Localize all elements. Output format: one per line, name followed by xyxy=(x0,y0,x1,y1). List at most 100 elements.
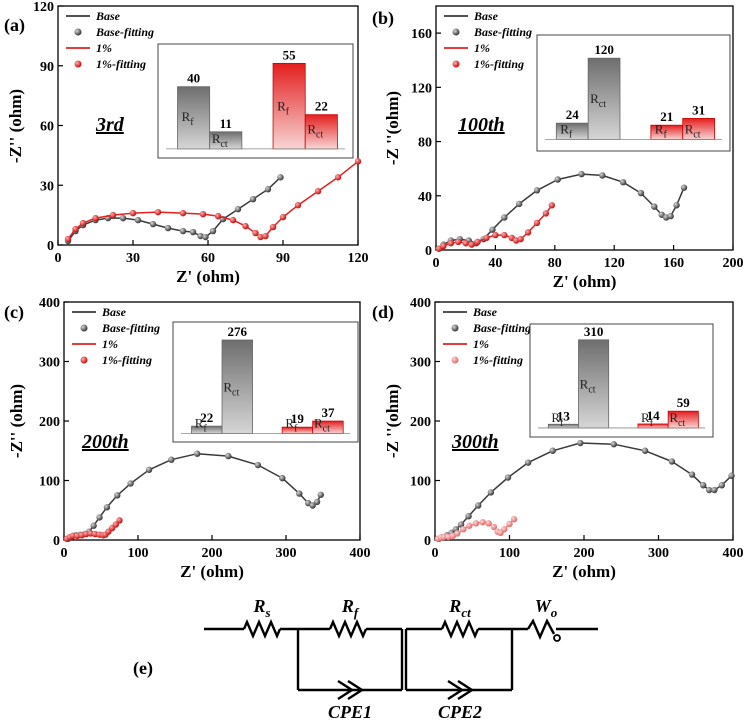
data-point xyxy=(651,203,658,210)
inset-bar-label: Rct xyxy=(212,131,228,150)
data-point xyxy=(447,240,455,247)
data-point xyxy=(468,241,475,248)
inset-bar-value: 19 xyxy=(291,411,305,426)
data-point xyxy=(554,176,561,183)
data-point xyxy=(314,188,322,195)
inset-bar-label: Rf xyxy=(560,121,573,140)
y-tick-label: 90 xyxy=(40,60,54,75)
inset-bar-value: 55 xyxy=(283,47,297,62)
y-tick-label: 200 xyxy=(39,415,60,430)
x-tick-label: 90 xyxy=(276,251,290,266)
data-point xyxy=(269,223,277,231)
data-point xyxy=(69,532,77,540)
inset-bar-value: 22 xyxy=(315,99,328,114)
data-point xyxy=(501,526,508,533)
rct-label-main: R xyxy=(448,596,461,616)
series-Base xyxy=(64,174,284,245)
data-point xyxy=(510,515,518,523)
bar-label-main: R xyxy=(285,416,294,431)
panel-label: (d) xyxy=(372,302,394,323)
legend-marker xyxy=(451,356,459,364)
legend-entry: 1%-fitting xyxy=(80,353,152,367)
data-point xyxy=(179,227,187,235)
inset-bar-value: 14 xyxy=(647,408,661,423)
inset-bar-value: 22 xyxy=(200,410,213,425)
y-tick-label: 100 xyxy=(410,475,431,490)
cycle-label: 200th xyxy=(81,431,129,453)
data-point xyxy=(490,523,498,531)
series-line xyxy=(67,452,322,540)
x-tick-label: 0 xyxy=(432,546,439,561)
inset-bar xyxy=(304,114,338,150)
inset-bar-value: 37 xyxy=(321,405,335,420)
data-point xyxy=(103,504,111,511)
bar-label-main: R xyxy=(212,131,221,146)
data-point xyxy=(254,461,262,469)
y-tick-label: 0 xyxy=(53,534,60,549)
bar-label-sub: f xyxy=(190,117,194,128)
legend-label: 1% xyxy=(96,41,112,55)
data-point xyxy=(317,491,324,498)
data-point xyxy=(542,210,550,217)
data-point xyxy=(64,235,72,243)
data-point xyxy=(214,212,222,220)
y-tick-label: 0 xyxy=(425,244,432,259)
inset-bar-label: Rf xyxy=(182,109,195,128)
panel-label: (a) xyxy=(4,15,25,36)
legend-label: Base-fitting xyxy=(95,25,154,39)
data-point xyxy=(296,490,303,497)
bar-label-sub: ct xyxy=(588,384,595,395)
legend-label: 1%-fitting xyxy=(102,353,152,367)
legend-label: Base-fitting xyxy=(473,25,532,39)
panel-b: 0 40 80 120 160 200 0 40 80 120 160 Z' (ohm) -Z ''(o… xyxy=(372,5,744,291)
data-point xyxy=(474,238,481,246)
data-point xyxy=(72,225,79,233)
y-axis-label: -Z ''(ohm) xyxy=(383,91,402,165)
data-point xyxy=(728,472,735,479)
data-point xyxy=(109,211,117,219)
cycle-label: 3rd xyxy=(95,114,125,136)
x-tick-label: 100 xyxy=(128,546,149,561)
data-point xyxy=(718,482,726,489)
legend-entry: 1% xyxy=(444,41,490,55)
inset-bar-label: Rf xyxy=(641,410,654,429)
legend-label: Base xyxy=(472,305,498,319)
data-point xyxy=(279,474,286,482)
bar-label-sub: ct xyxy=(693,129,700,140)
data-point xyxy=(668,458,676,465)
data-point xyxy=(114,492,121,499)
legend-label: Base xyxy=(473,9,499,23)
series-Base xyxy=(435,170,688,252)
data-point xyxy=(619,179,627,186)
legend-marker xyxy=(80,324,88,332)
y-tick-label: 40 xyxy=(418,190,432,205)
wo-label-main: W xyxy=(535,596,553,616)
data-point xyxy=(249,195,257,203)
y-tick-label: 160 xyxy=(411,27,432,42)
warburg-element xyxy=(526,618,556,640)
x-tick-label: 60 xyxy=(201,251,215,266)
data-point xyxy=(257,233,264,241)
cpe2-symbol-b xyxy=(457,679,475,701)
x-axis-label: Z' (ohm) xyxy=(176,267,240,286)
data-point xyxy=(252,229,259,237)
y-tick-label: 0 xyxy=(424,534,431,549)
data-point xyxy=(688,471,696,478)
data-point xyxy=(504,474,512,481)
data-point xyxy=(506,520,513,528)
cpe1-symbol-a xyxy=(337,679,355,701)
series-line xyxy=(67,176,282,242)
panel-d: 0 100 200 300 400 0 100 200 300 400 Z' (ohm) -Z ''(… xyxy=(372,296,744,581)
bar-label-sub: ct xyxy=(599,99,606,110)
data-point xyxy=(599,172,606,179)
bar-label-main: R xyxy=(669,410,678,425)
series-Base xyxy=(64,450,324,543)
y-tick-label: 120 xyxy=(411,81,432,96)
cycle-label: 100th xyxy=(458,114,505,136)
data-point xyxy=(462,240,469,247)
rs-label-main: R xyxy=(252,596,265,616)
data-point xyxy=(485,520,492,527)
